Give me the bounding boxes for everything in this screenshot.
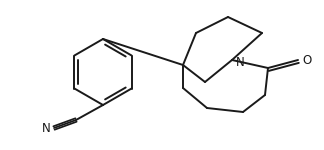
Text: N: N: [41, 122, 50, 135]
Text: O: O: [302, 54, 312, 66]
Text: N: N: [236, 56, 244, 69]
